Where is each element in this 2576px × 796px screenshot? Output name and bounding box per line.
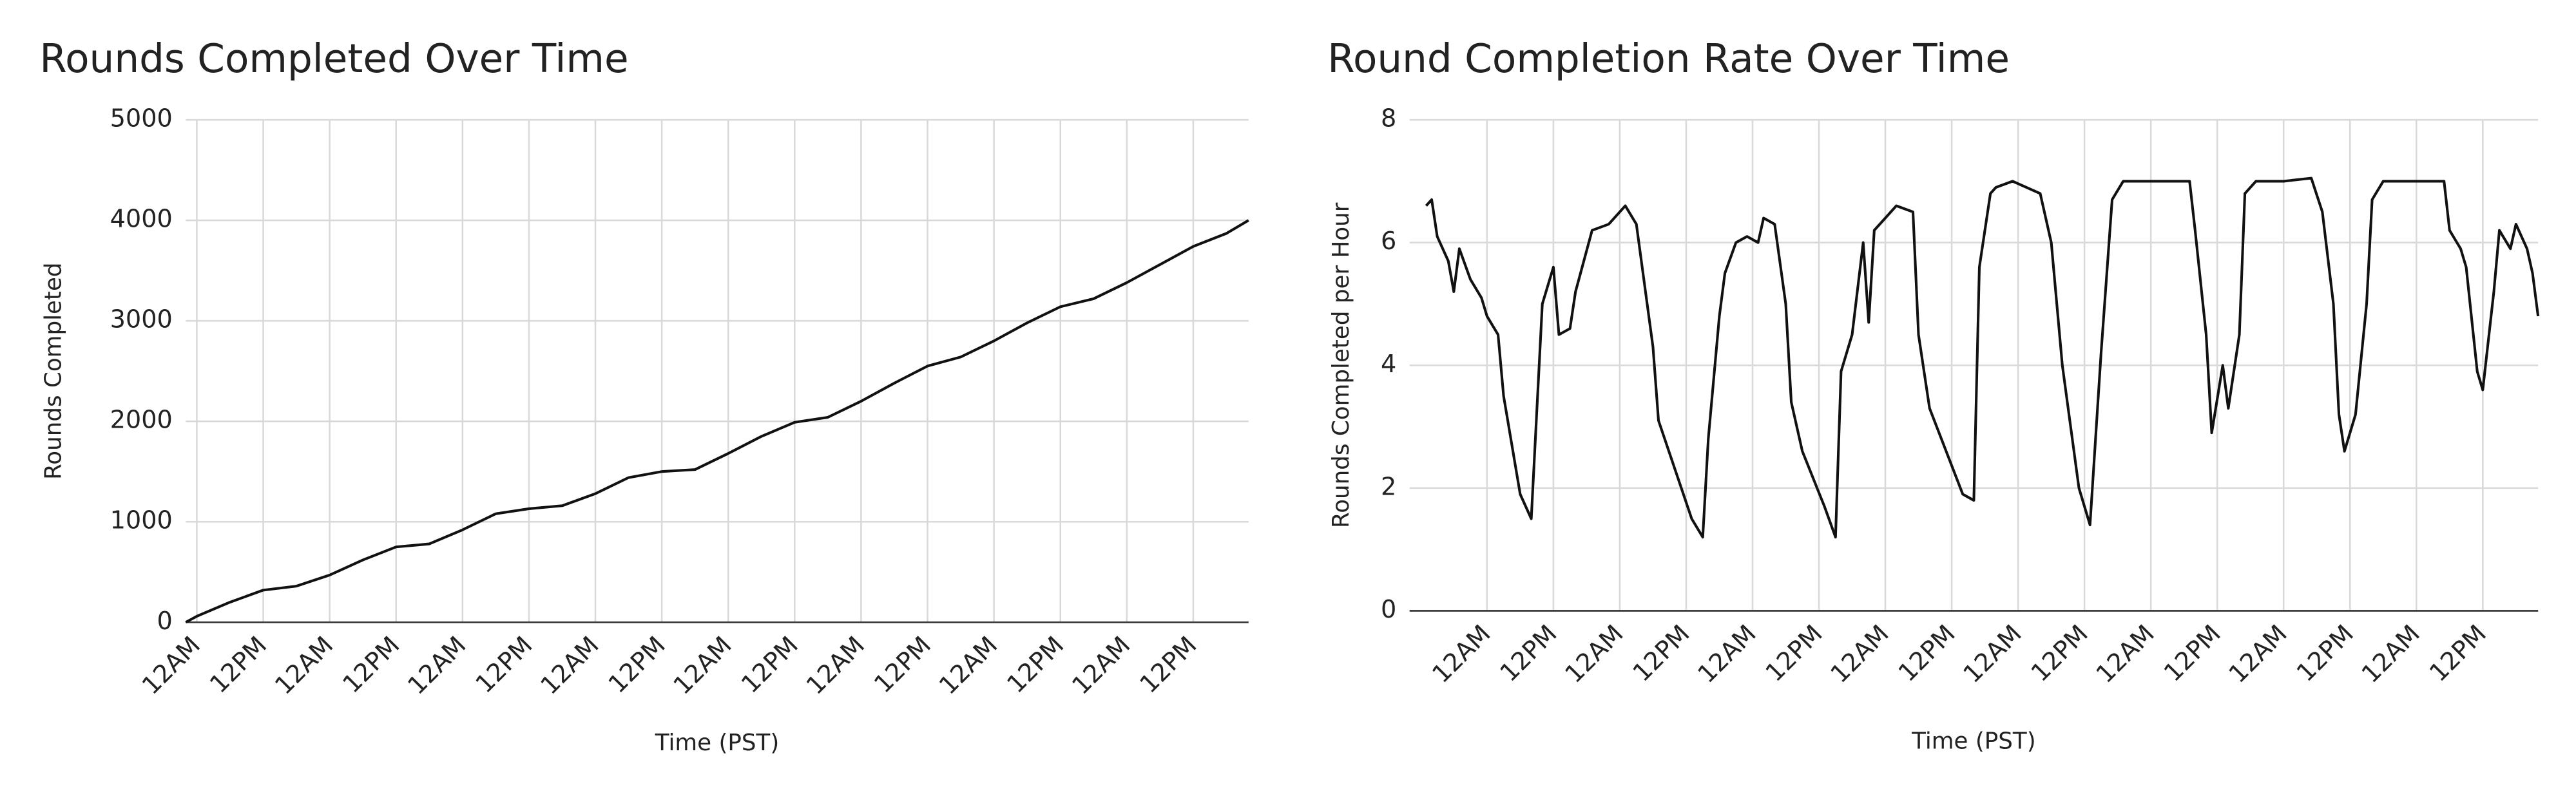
x-tick-label: 12PM [1135, 631, 1202, 699]
x-tick-label: 12AM [270, 631, 339, 700]
y-tick-label: 0 [1381, 596, 1396, 624]
x-tick-label: 12PM [603, 631, 671, 699]
x-tick-label: 12AM [2356, 620, 2425, 688]
x-tick-label: 12PM [2425, 620, 2492, 687]
x-tick-label: 12AM [1825, 620, 1894, 688]
y-tick-label: 5000 [110, 105, 173, 133]
x-tick-label: 12PM [736, 631, 804, 699]
y-tick-label: 2000 [110, 406, 173, 435]
x-tick-label: 12PM [338, 631, 405, 699]
x-tick-label: 12AM [1693, 620, 1762, 688]
x-tick-label: 12PM [2292, 620, 2360, 687]
x-axis-label: Time (PST) [655, 730, 780, 756]
data-line [185, 219, 1249, 624]
y-tick-label: 2 [1381, 473, 1396, 501]
x-tick-label: 12PM [869, 631, 937, 699]
x-tick-label: 12PM [205, 631, 273, 699]
y-tick-label: 4000 [110, 205, 173, 234]
x-tick-label: 12AM [802, 631, 870, 700]
x-tick-label: 12PM [1495, 620, 1562, 687]
y-tick-label: 4 [1381, 350, 1396, 379]
x-tick-label: 12AM [403, 631, 472, 700]
x-tick-label: 12PM [2159, 620, 2227, 687]
y-tick-label: 1000 [110, 507, 173, 535]
x-tick-label: 12AM [1958, 620, 2027, 688]
data-line [1425, 176, 2540, 539]
x-tick-label: 12PM [470, 631, 538, 699]
x-tick-label: 12AM [668, 631, 737, 700]
y-tick-label: 6 [1381, 227, 1396, 256]
y-tick-label: 0 [157, 607, 173, 636]
y-tick-label: 8 [1381, 105, 1396, 133]
x-tick-label: 12PM [1760, 620, 1828, 687]
x-tick-label: 12PM [1002, 631, 1070, 699]
y-axis-label: Rounds Completed per Hour [1328, 202, 1354, 528]
chart-title: Round Completion Rate Over Time [1327, 36, 2010, 82]
x-axis-label: Time (PST) [1911, 728, 2036, 754]
x-tick-label: 12AM [2091, 620, 2160, 688]
x-tick-label: 12AM [1067, 631, 1136, 700]
x-tick-label: 12AM [934, 631, 1003, 700]
x-tick-label: 12AM [1427, 620, 1496, 688]
x-tick-label: 12PM [1893, 620, 1961, 687]
x-tick-label: 12AM [137, 631, 206, 700]
x-tick-label: 12AM [1560, 620, 1629, 688]
x-tick-label: 12AM [2224, 620, 2292, 688]
x-tick-label: 12PM [1628, 620, 1695, 687]
y-axis-label: Rounds Completed [40, 262, 66, 480]
x-tick-label: 12AM [535, 631, 604, 700]
y-tick-label: 3000 [110, 306, 173, 334]
x-tick-label: 12PM [2026, 620, 2093, 687]
chart-title: Rounds Completed Over Time [39, 36, 628, 82]
